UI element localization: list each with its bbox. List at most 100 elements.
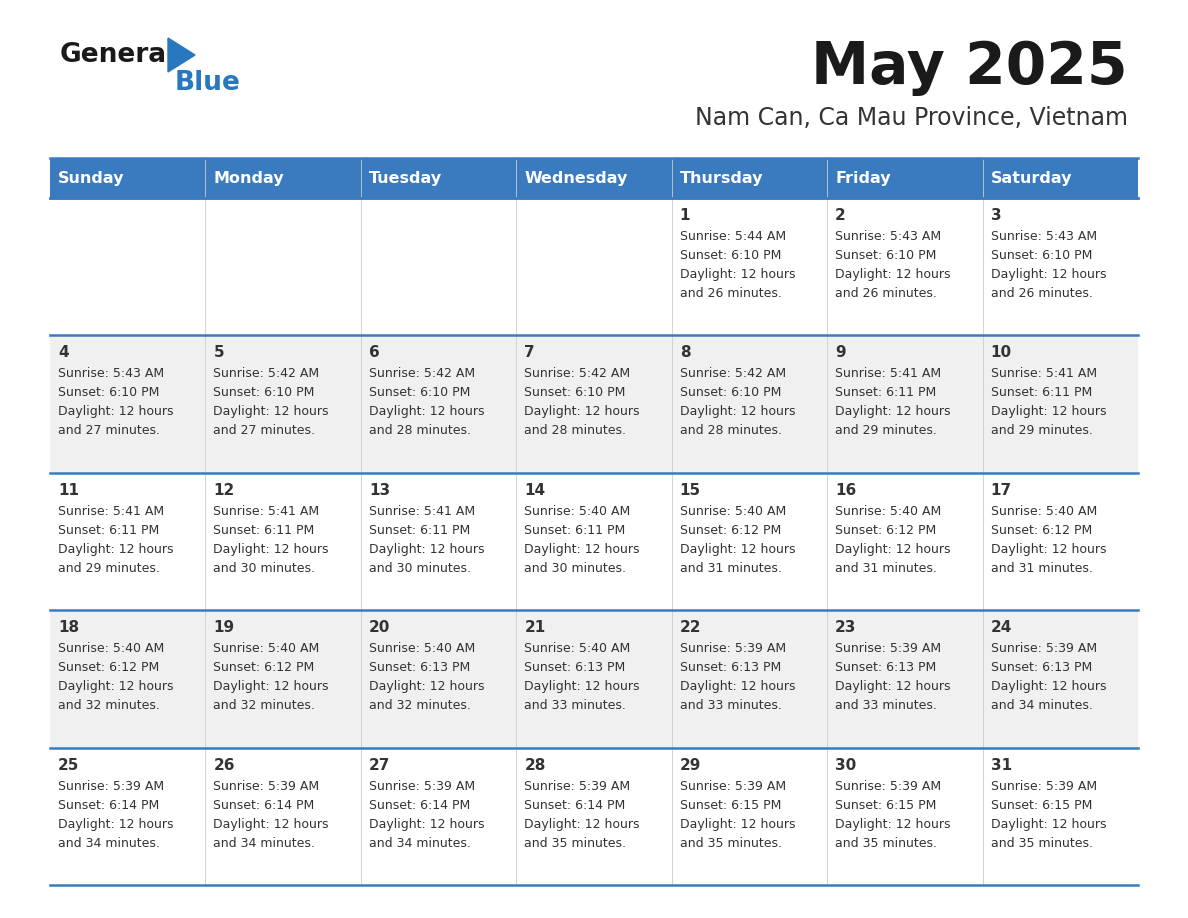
Text: Daylight: 12 hours: Daylight: 12 hours bbox=[214, 680, 329, 693]
Text: Daylight: 12 hours: Daylight: 12 hours bbox=[991, 268, 1106, 281]
Text: Sunrise: 5:40 AM: Sunrise: 5:40 AM bbox=[991, 505, 1097, 518]
Text: Sunrise: 5:43 AM: Sunrise: 5:43 AM bbox=[58, 367, 164, 380]
Text: Sunset: 6:13 PM: Sunset: 6:13 PM bbox=[680, 661, 781, 674]
Text: Sunrise: 5:41 AM: Sunrise: 5:41 AM bbox=[368, 505, 475, 518]
Text: and 26 minutes.: and 26 minutes. bbox=[835, 287, 937, 300]
Bar bbox=[982, 158, 1138, 198]
Text: Sunset: 6:11 PM: Sunset: 6:11 PM bbox=[524, 524, 626, 537]
Text: and 33 minutes.: and 33 minutes. bbox=[524, 700, 626, 712]
Text: May 2025: May 2025 bbox=[811, 39, 1127, 96]
Text: 18: 18 bbox=[58, 621, 80, 635]
Text: and 29 minutes.: and 29 minutes. bbox=[58, 562, 160, 575]
Text: 28: 28 bbox=[524, 757, 545, 773]
Text: and 26 minutes.: and 26 minutes. bbox=[680, 287, 782, 300]
Polygon shape bbox=[168, 38, 195, 72]
Bar bbox=[206, 158, 361, 198]
Text: Sunrise: 5:39 AM: Sunrise: 5:39 AM bbox=[680, 779, 785, 792]
Text: Sunset: 6:12 PM: Sunset: 6:12 PM bbox=[214, 661, 315, 674]
Text: Daylight: 12 hours: Daylight: 12 hours bbox=[835, 680, 950, 693]
Text: Sunrise: 5:39 AM: Sunrise: 5:39 AM bbox=[991, 643, 1097, 655]
Text: and 28 minutes.: and 28 minutes. bbox=[524, 424, 626, 437]
Bar bbox=[206, 747, 361, 885]
Text: Daylight: 12 hours: Daylight: 12 hours bbox=[58, 406, 173, 419]
Text: 31: 31 bbox=[991, 757, 1012, 773]
Text: and 26 minutes.: and 26 minutes. bbox=[991, 287, 1093, 300]
Text: 20: 20 bbox=[368, 621, 390, 635]
Text: and 34 minutes.: and 34 minutes. bbox=[991, 700, 1093, 712]
Text: and 33 minutes.: and 33 minutes. bbox=[680, 700, 782, 712]
Text: Daylight: 12 hours: Daylight: 12 hours bbox=[58, 818, 173, 831]
Bar bbox=[50, 610, 206, 747]
Bar bbox=[517, 158, 671, 198]
Bar bbox=[206, 335, 361, 473]
Bar bbox=[361, 473, 517, 610]
Text: and 33 minutes.: and 33 minutes. bbox=[835, 700, 937, 712]
Text: 14: 14 bbox=[524, 483, 545, 498]
Text: and 34 minutes.: and 34 minutes. bbox=[368, 836, 470, 849]
Text: Sunset: 6:14 PM: Sunset: 6:14 PM bbox=[58, 799, 159, 812]
Text: 12: 12 bbox=[214, 483, 235, 498]
Text: Sunrise: 5:39 AM: Sunrise: 5:39 AM bbox=[368, 779, 475, 792]
Text: Daylight: 12 hours: Daylight: 12 hours bbox=[835, 268, 950, 281]
Text: Nam Can, Ca Mau Province, Vietnam: Nam Can, Ca Mau Province, Vietnam bbox=[695, 106, 1127, 130]
Text: 27: 27 bbox=[368, 757, 390, 773]
Text: 15: 15 bbox=[680, 483, 701, 498]
Text: 8: 8 bbox=[680, 345, 690, 361]
Text: and 34 minutes.: and 34 minutes. bbox=[58, 836, 160, 849]
Text: 21: 21 bbox=[524, 621, 545, 635]
Bar bbox=[361, 610, 517, 747]
Text: Sunrise: 5:41 AM: Sunrise: 5:41 AM bbox=[214, 505, 320, 518]
Text: Sunrise: 5:42 AM: Sunrise: 5:42 AM bbox=[368, 367, 475, 380]
Bar bbox=[982, 610, 1138, 747]
Text: 2: 2 bbox=[835, 208, 846, 223]
Text: Wednesday: Wednesday bbox=[524, 171, 627, 185]
Bar bbox=[361, 335, 517, 473]
Text: and 35 minutes.: and 35 minutes. bbox=[835, 836, 937, 849]
Text: Sunrise: 5:40 AM: Sunrise: 5:40 AM bbox=[368, 643, 475, 655]
Text: Monday: Monday bbox=[214, 171, 284, 185]
Bar bbox=[50, 335, 206, 473]
Text: Sunset: 6:15 PM: Sunset: 6:15 PM bbox=[835, 799, 936, 812]
Text: Daylight: 12 hours: Daylight: 12 hours bbox=[680, 406, 795, 419]
Text: Daylight: 12 hours: Daylight: 12 hours bbox=[991, 680, 1106, 693]
Bar bbox=[827, 747, 982, 885]
Bar bbox=[517, 335, 671, 473]
Text: Friday: Friday bbox=[835, 171, 891, 185]
Text: 1: 1 bbox=[680, 208, 690, 223]
Text: Sunset: 6:12 PM: Sunset: 6:12 PM bbox=[835, 524, 936, 537]
Text: 11: 11 bbox=[58, 483, 78, 498]
Text: 24: 24 bbox=[991, 621, 1012, 635]
Text: Sunrise: 5:42 AM: Sunrise: 5:42 AM bbox=[214, 367, 320, 380]
Text: Sunrise: 5:39 AM: Sunrise: 5:39 AM bbox=[680, 643, 785, 655]
Text: Sunrise: 5:42 AM: Sunrise: 5:42 AM bbox=[524, 367, 631, 380]
Text: Sunset: 6:10 PM: Sunset: 6:10 PM bbox=[214, 386, 315, 399]
Bar bbox=[361, 747, 517, 885]
Text: and 35 minutes.: and 35 minutes. bbox=[991, 836, 1093, 849]
Text: and 35 minutes.: and 35 minutes. bbox=[524, 836, 626, 849]
Text: 19: 19 bbox=[214, 621, 234, 635]
Text: Sunrise: 5:39 AM: Sunrise: 5:39 AM bbox=[991, 779, 1097, 792]
Text: Sunset: 6:11 PM: Sunset: 6:11 PM bbox=[835, 386, 936, 399]
Text: Sunrise: 5:39 AM: Sunrise: 5:39 AM bbox=[524, 779, 631, 792]
Text: Sunset: 6:12 PM: Sunset: 6:12 PM bbox=[58, 661, 159, 674]
Text: 3: 3 bbox=[991, 208, 1001, 223]
Text: and 34 minutes.: and 34 minutes. bbox=[214, 836, 315, 849]
Bar bbox=[982, 747, 1138, 885]
Text: Daylight: 12 hours: Daylight: 12 hours bbox=[368, 543, 485, 555]
Text: Sunday: Sunday bbox=[58, 171, 125, 185]
Text: Saturday: Saturday bbox=[991, 171, 1072, 185]
Text: Sunset: 6:13 PM: Sunset: 6:13 PM bbox=[368, 661, 470, 674]
Text: 22: 22 bbox=[680, 621, 701, 635]
Text: Daylight: 12 hours: Daylight: 12 hours bbox=[680, 268, 795, 281]
Bar bbox=[827, 335, 982, 473]
Text: Daylight: 12 hours: Daylight: 12 hours bbox=[58, 543, 173, 555]
Text: Sunset: 6:10 PM: Sunset: 6:10 PM bbox=[58, 386, 159, 399]
Text: Sunrise: 5:40 AM: Sunrise: 5:40 AM bbox=[524, 643, 631, 655]
Bar bbox=[206, 473, 361, 610]
Text: Daylight: 12 hours: Daylight: 12 hours bbox=[835, 406, 950, 419]
Text: and 27 minutes.: and 27 minutes. bbox=[214, 424, 316, 437]
Text: Sunrise: 5:39 AM: Sunrise: 5:39 AM bbox=[835, 779, 941, 792]
Text: Sunset: 6:11 PM: Sunset: 6:11 PM bbox=[214, 524, 315, 537]
Text: 17: 17 bbox=[991, 483, 1012, 498]
Bar bbox=[671, 198, 827, 335]
